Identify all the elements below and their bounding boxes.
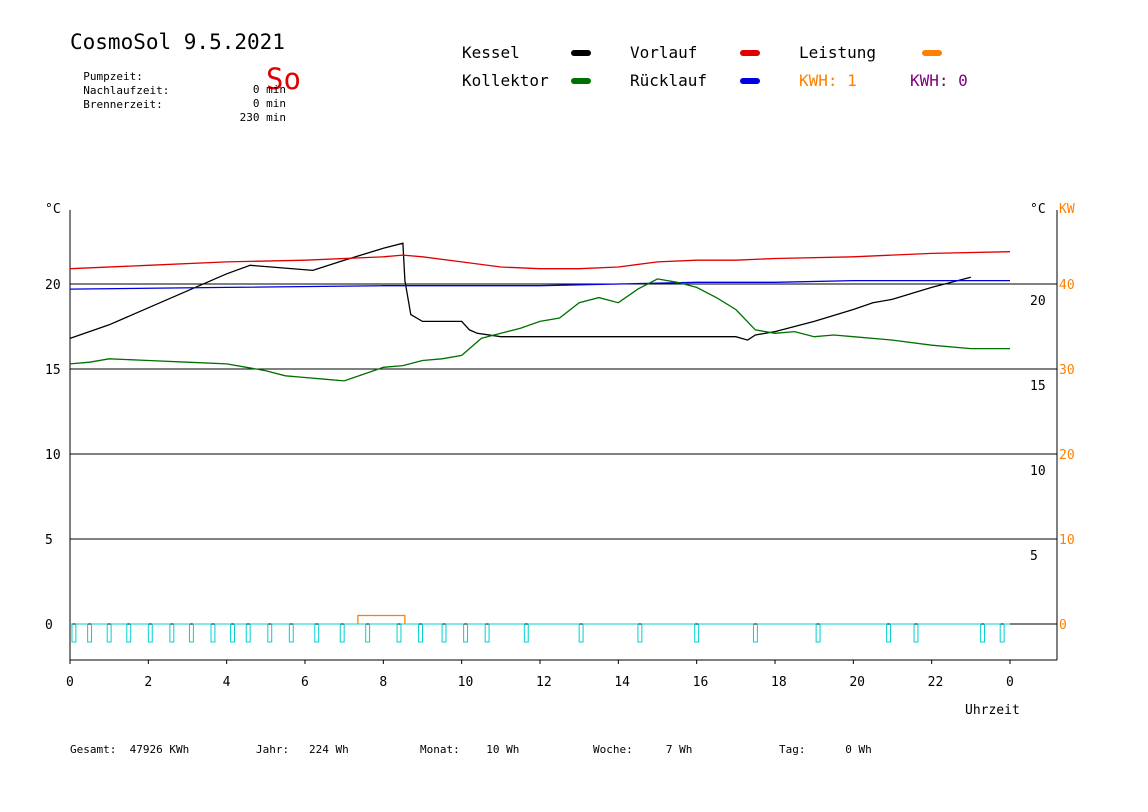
x-tick-label: 10 (458, 675, 474, 690)
series-line-vorlauf (69, 251, 1011, 270)
weekday-label: So (266, 62, 301, 96)
stat-label: Brennerzeit: (83, 98, 163, 111)
legend-kessel-label: Kessel (462, 43, 520, 62)
y-left-tick-label: 0 (45, 618, 53, 633)
footer-value: 224 Wh (309, 743, 349, 756)
x-tick-label: 8 (379, 675, 387, 690)
y-right-power-tick-label: 0 (1059, 618, 1067, 633)
footer-gesamt: Gesamt: 47926 KWh (70, 743, 189, 756)
footer-value: 7 Wh (665, 743, 693, 756)
footer-tag: Tag: 0 Wh (779, 743, 872, 756)
series-line-leistung (357, 614, 406, 624)
x-tick-label: 12 (536, 675, 552, 690)
x-tick-label: 18 (771, 675, 787, 690)
legend-kollektor-label: Kollektor (462, 71, 549, 90)
legend-vorlauf-swatch (740, 50, 760, 56)
y-right-temp-tick-label: 5 (1030, 549, 1038, 564)
x-tick-label: 0 (1006, 675, 1014, 690)
y-right-power-tick-label: 30 (1059, 363, 1075, 378)
stat-value: 0 min (252, 83, 286, 96)
series-line-rücklauf (69, 279, 1010, 290)
x-tick-label: 6 (301, 675, 309, 690)
legend-ruecklauf-label: Rücklauf (630, 71, 708, 90)
y-right-power-tick-label: 40 (1059, 278, 1075, 293)
y-right-power-unit-label: KW (1059, 202, 1075, 217)
footer-label: Monat: (420, 743, 460, 756)
stat-value: 230 min (239, 111, 286, 124)
series-line-kessel (69, 242, 971, 341)
footer-monat: Monat: 10 Wh (420, 743, 519, 756)
stat-label: Pumpzeit: (83, 70, 143, 83)
legend-kessel-swatch (571, 50, 591, 56)
y-right-power-tick-label: 20 (1059, 448, 1075, 463)
legend-leistung-swatch (922, 50, 942, 56)
footer-label: Jahr: (256, 743, 290, 756)
y-left-tick-label: 5 (45, 533, 53, 548)
legend-leistung-label: Leistung (799, 43, 877, 62)
y-left-tick-label: 15 (45, 363, 61, 378)
footer-value: 0 Wh (845, 743, 872, 756)
pump-state-line (70, 623, 1010, 643)
y-right-temp-tick-label: 20 (1030, 294, 1046, 309)
y-right-temp-tick-label: 15 (1030, 379, 1046, 394)
footer-woche: Woche: 7 Wh (593, 743, 692, 756)
x-tick-label: 14 (614, 675, 630, 690)
footer-value: 47926 KWh (129, 743, 190, 756)
y-right-power-tick-label: 10 (1059, 533, 1075, 548)
legend-kwh2: KWH: 0 (910, 71, 968, 90)
footer-value: 10 Wh (486, 743, 520, 756)
stat-nachlaufzeit: Nachlaufzeit: 0 min (70, 71, 286, 110)
legend-vorlauf-label: Vorlauf (630, 43, 698, 62)
stat-value: 0 min (252, 97, 286, 110)
x-tick-label: 20 (849, 675, 865, 690)
y-right-temp-unit-label: °C (1030, 202, 1046, 217)
x-axis-label: Uhrzeit (965, 703, 1020, 718)
legend-kollektor-swatch (571, 78, 591, 84)
x-tick-label: 4 (223, 675, 231, 690)
stat-pumpzeit: Pumpzeit: 0 min (70, 57, 286, 96)
stat-brennerzeit: Brennerzeit: 230 min (70, 85, 286, 124)
legend-ruecklauf-swatch (740, 78, 760, 84)
x-tick-label: 16 (693, 675, 709, 690)
x-tick-label: 22 (928, 675, 944, 690)
x-tick-label: 0 (66, 675, 74, 690)
series-line-kollektor (69, 278, 1010, 382)
y-left-unit-label: °C (45, 202, 61, 217)
app-title: CosmoSol 9.5.2021 (70, 30, 285, 54)
stat-label: Nachlaufzeit: (83, 84, 170, 97)
legend-kwh1: KWH: 1 (799, 71, 857, 90)
footer-label: Tag: (779, 743, 806, 756)
footer-label: Gesamt: (70, 743, 117, 756)
footer-jahr: Jahr: 224 Wh (256, 743, 349, 756)
y-left-tick-label: 10 (45, 448, 61, 463)
y-left-tick-label: 20 (45, 278, 61, 293)
x-tick-label: 2 (144, 675, 152, 690)
y-right-temp-tick-label: 10 (1030, 464, 1046, 479)
footer-label: Woche: (593, 743, 633, 756)
